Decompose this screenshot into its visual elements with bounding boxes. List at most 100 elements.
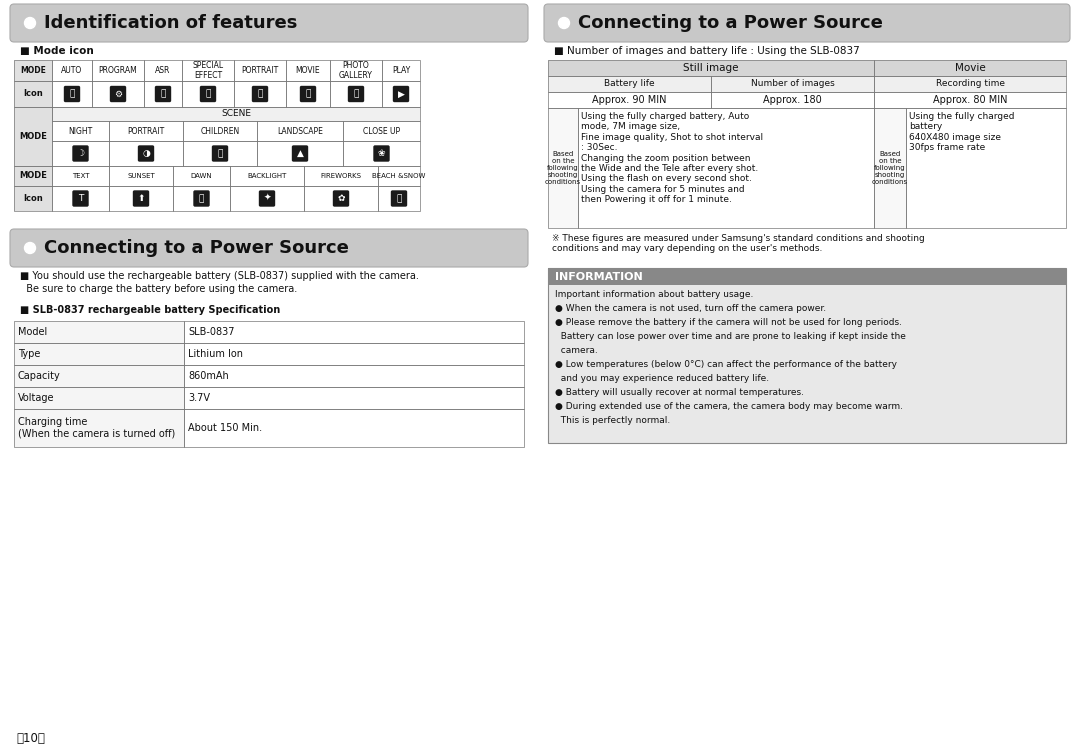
Text: ■ Mode icon: ■ Mode icon	[21, 46, 94, 56]
Bar	[343, 141, 420, 166]
Bar	[874, 108, 906, 228]
Text: ● Low temperatures (below 0°C) can affect the performance of the battery: ● Low temperatures (below 0°C) can affec…	[555, 360, 897, 369]
FancyBboxPatch shape	[134, 191, 149, 206]
Text: ※ These figures are measured under Samsung's standard conditions and shooting
co: ※ These figures are measured under Samsu…	[552, 234, 924, 254]
Bar	[183, 81, 234, 107]
Bar	[109, 166, 173, 186]
Text: MODE: MODE	[19, 132, 46, 141]
Bar	[548, 268, 1066, 285]
Bar	[14, 321, 184, 343]
Text: SLB-0837: SLB-0837	[188, 327, 234, 337]
Bar	[874, 60, 1066, 76]
Text: Lithium Ion: Lithium Ion	[188, 349, 243, 359]
Text: Still image: Still image	[684, 63, 739, 73]
Bar	[382, 81, 420, 107]
Bar	[382, 60, 420, 81]
Text: Icon: Icon	[23, 90, 43, 98]
Bar	[14, 343, 184, 365]
FancyBboxPatch shape	[73, 191, 87, 206]
Bar	[14, 186, 52, 211]
Bar	[109, 141, 183, 166]
Bar	[52, 107, 420, 121]
Text: Approx. 80 MIN: Approx. 80 MIN	[933, 95, 1008, 105]
Bar	[144, 60, 183, 81]
Bar	[330, 81, 382, 107]
Bar	[14, 409, 184, 447]
Bar	[711, 76, 874, 92]
Bar	[144, 81, 183, 107]
Text: Movie: Movie	[955, 63, 985, 73]
Text: NIGHT: NIGHT	[68, 127, 93, 136]
Text: T: T	[78, 194, 83, 203]
Bar	[14, 166, 52, 186]
Bar	[184, 343, 524, 365]
Bar	[330, 81, 382, 107]
Text: Connecting to a Power Source: Connecting to a Power Source	[44, 239, 349, 257]
FancyBboxPatch shape	[293, 146, 308, 161]
Bar	[14, 321, 184, 343]
Bar	[184, 409, 524, 447]
Text: FIREWORKS: FIREWORKS	[321, 173, 362, 179]
Bar	[14, 343, 184, 365]
Bar	[548, 76, 711, 92]
Text: PORTRAIT: PORTRAIT	[241, 66, 279, 75]
Text: SCENE: SCENE	[221, 110, 251, 119]
Bar	[52, 81, 92, 107]
Bar	[144, 60, 183, 81]
Bar	[330, 60, 382, 81]
Bar	[874, 76, 1066, 92]
Bar	[234, 60, 286, 81]
Text: ⚙: ⚙	[113, 90, 122, 98]
Text: This is perfectly normal.: This is perfectly normal.	[555, 416, 671, 425]
Bar	[92, 81, 144, 107]
FancyBboxPatch shape	[259, 191, 274, 206]
Bar	[286, 81, 330, 107]
FancyBboxPatch shape	[110, 87, 125, 101]
Text: BACKLIGHT: BACKLIGHT	[247, 173, 286, 179]
Bar	[286, 60, 330, 81]
Text: Charging time
(When the camera is turned off): Charging time (When the camera is turned…	[18, 417, 175, 439]
Text: Icon: Icon	[23, 194, 43, 203]
Text: Model: Model	[18, 327, 48, 337]
FancyBboxPatch shape	[194, 191, 210, 206]
FancyBboxPatch shape	[201, 87, 216, 101]
Bar	[874, 60, 1066, 76]
FancyBboxPatch shape	[138, 146, 153, 161]
Text: 860mAh: 860mAh	[188, 371, 229, 381]
FancyBboxPatch shape	[253, 87, 268, 101]
Text: PORTRAIT: PORTRAIT	[127, 127, 164, 136]
Text: ◑: ◑	[143, 149, 150, 158]
Text: ⬆: ⬆	[137, 194, 145, 203]
Text: Voltage: Voltage	[18, 393, 54, 403]
Bar	[52, 166, 109, 186]
Text: CHILDREN: CHILDREN	[201, 127, 240, 136]
Bar	[92, 60, 144, 81]
Bar	[874, 108, 906, 228]
Text: ⬛: ⬛	[306, 90, 311, 98]
Text: 〈10〉: 〈10〉	[16, 732, 45, 745]
Text: ❀: ❀	[378, 149, 386, 158]
Bar	[548, 108, 578, 228]
Text: BEACH &SNOW: BEACH &SNOW	[373, 173, 426, 179]
Text: Type: Type	[18, 349, 40, 359]
Text: ✦: ✦	[264, 194, 271, 203]
Bar	[14, 186, 52, 211]
FancyBboxPatch shape	[393, 87, 408, 101]
Bar	[257, 141, 343, 166]
Bar	[183, 141, 257, 166]
FancyBboxPatch shape	[213, 146, 228, 161]
Circle shape	[558, 17, 569, 28]
Bar	[378, 166, 420, 186]
Bar	[230, 186, 303, 211]
Bar	[303, 186, 378, 211]
Text: MOVIE: MOVIE	[296, 66, 321, 75]
Bar	[874, 92, 1066, 108]
Text: About 150 Min.: About 150 Min.	[188, 423, 262, 433]
Text: LANDSCAPE: LANDSCAPE	[278, 127, 323, 136]
Circle shape	[25, 242, 36, 254]
Text: TEXT: TEXT	[71, 173, 90, 179]
Bar	[14, 60, 52, 81]
Bar	[14, 365, 184, 387]
Bar	[14, 81, 52, 107]
Bar	[183, 60, 234, 81]
